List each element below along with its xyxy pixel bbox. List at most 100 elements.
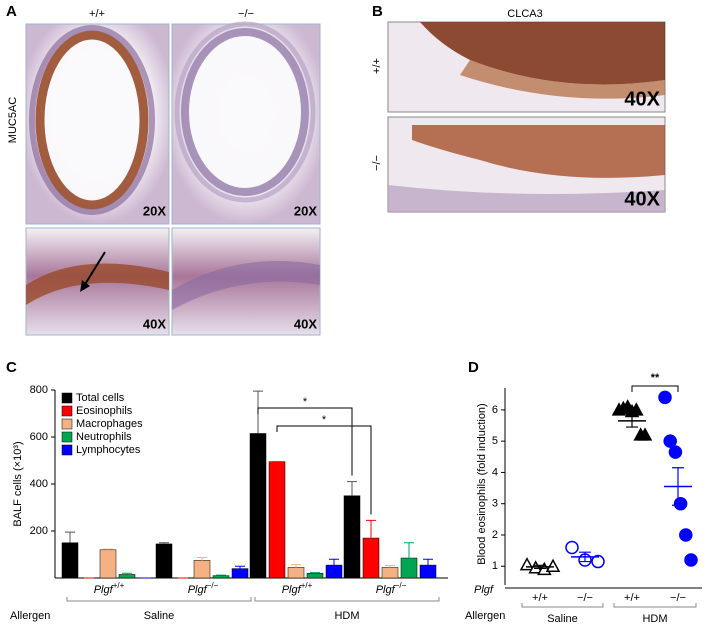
y-tick-label: 6 <box>492 404 498 416</box>
bar <box>268 461 286 579</box>
data-point <box>679 528 693 542</box>
error-bar <box>65 531 75 543</box>
significance-bracket <box>276 425 372 515</box>
data-point <box>663 434 677 448</box>
error-bar <box>366 519 376 539</box>
significance-bracket <box>631 385 679 392</box>
genotype: −/− <box>395 581 407 590</box>
category-label: Plgf−/− <box>376 581 407 596</box>
bar <box>118 574 136 579</box>
y-tick-label: 1 <box>492 560 498 572</box>
group-bracket <box>521 603 604 608</box>
error-bar <box>103 548 113 550</box>
y-tick-label: 800 <box>30 384 48 396</box>
group-label: HDM <box>334 610 359 622</box>
panel-label: D <box>468 359 479 376</box>
bar <box>306 573 324 579</box>
row-label: MUC5AC <box>7 97 19 144</box>
y-tick-label: 2 <box>492 529 498 541</box>
error-bar <box>347 481 357 496</box>
category-label: +/+ <box>532 592 548 604</box>
error-bar <box>423 558 433 566</box>
y-tick-label: 400 <box>30 478 48 490</box>
y-tick-label: 200 <box>30 525 48 537</box>
micrograph <box>171 227 321 336</box>
bar <box>193 560 211 579</box>
data-point <box>637 427 653 441</box>
legend-swatch <box>61 392 73 404</box>
group-bracket <box>613 603 697 608</box>
genotype: +/+ <box>113 581 125 590</box>
error-bar <box>404 542 414 559</box>
group-bracket <box>66 597 252 602</box>
micrograph <box>25 23 170 225</box>
row-label: −/− <box>371 155 383 171</box>
error-bar <box>534 564 546 570</box>
bar <box>99 549 117 579</box>
category-label: Plgf−/− <box>188 581 219 596</box>
column-label: −/− <box>238 8 254 20</box>
data-point <box>684 553 698 567</box>
legend-label: Eosinophils <box>76 405 133 417</box>
magnification: 40X <box>624 188 660 210</box>
bar <box>381 567 399 579</box>
significance-label: ** <box>651 372 660 384</box>
significance-label: * <box>322 414 327 426</box>
significance-bracket <box>257 407 353 476</box>
group-bracket <box>254 597 440 602</box>
genotype: −/− <box>207 581 219 590</box>
error-bar <box>122 572 132 575</box>
magnification: 40X <box>143 316 166 331</box>
category-label: Plgf+/+ <box>282 581 313 596</box>
micrograph <box>387 116 666 213</box>
bar <box>231 568 249 579</box>
legend-swatch <box>61 444 73 456</box>
y-axis-label: Blood eosinophils (fold induction) <box>476 403 488 564</box>
error-bar <box>672 467 684 506</box>
micrograph <box>387 21 666 113</box>
error-bar <box>329 558 339 566</box>
category-label: −/− <box>670 592 686 604</box>
panel-label: B <box>372 3 383 20</box>
category-label: Plgf+/+ <box>94 581 125 596</box>
legend-label: Total cells <box>76 392 125 404</box>
error-bar <box>626 413 638 428</box>
error-bar <box>197 557 207 561</box>
error-bar <box>291 564 301 568</box>
bar <box>212 575 230 579</box>
micrograph <box>171 21 321 225</box>
legend-label: Macrophages <box>76 418 143 430</box>
data-point <box>658 390 672 405</box>
bar <box>155 543 173 579</box>
bar <box>419 564 437 579</box>
y-tick-label: 4 <box>492 466 498 478</box>
group-label: Saline <box>547 613 578 625</box>
y-tick-label: 3 <box>492 498 498 510</box>
data-point <box>668 445 683 459</box>
bar <box>325 564 343 579</box>
error-bar <box>235 565 245 569</box>
micrograph <box>25 227 170 336</box>
column-label: +/+ <box>89 8 105 20</box>
legend-label: Neutrophils <box>76 431 132 443</box>
data-point <box>565 540 579 555</box>
error-bar <box>579 551 591 563</box>
panel-label: C <box>6 359 17 376</box>
y-tick-label: 600 <box>30 431 48 443</box>
error-bar <box>159 542 169 544</box>
magnification: 40X <box>624 88 660 110</box>
y-tick-label: 5 <box>492 435 498 447</box>
bar <box>287 567 305 579</box>
category-label: +/+ <box>624 592 640 604</box>
magnification: 20X <box>143 203 166 218</box>
error-bar <box>385 565 395 568</box>
gene-name: Plgf <box>94 584 114 596</box>
legend-swatch <box>61 431 73 443</box>
data-point <box>591 554 605 569</box>
legend-swatch <box>61 418 73 430</box>
bar <box>61 542 79 579</box>
bar <box>249 433 267 579</box>
legend-label: Lymphocytes <box>76 444 141 456</box>
category-label: −/− <box>577 592 593 604</box>
